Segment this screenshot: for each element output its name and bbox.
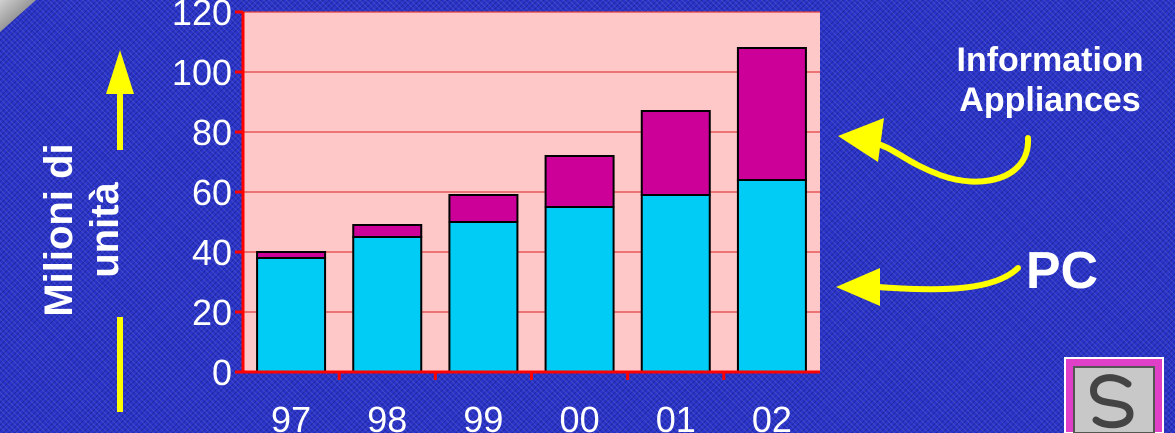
bar-pc-02	[736, 179, 807, 373]
y-axis-label-line-1: Milioni di	[37, 143, 81, 316]
axes	[235, 10, 820, 380]
y-tick-labels: 0 20 40 60 80 100 120	[172, 0, 232, 393]
legend-information-appliances: Information Appliances	[838, 41, 1144, 185]
legend-pc: PC	[836, 242, 1098, 306]
bar-information-appliances-01	[640, 110, 711, 196]
bar-information-appliances-00	[544, 155, 615, 208]
bar-information-appliances-98	[352, 224, 423, 238]
arrow-pc	[875, 265, 1021, 293]
y-tick-label: 120	[172, 0, 232, 33]
bar-pc-97	[256, 257, 327, 373]
y-tick-label: 100	[172, 52, 232, 93]
bar-information-appliances-97	[256, 251, 327, 259]
legend-label-appliances: Appliances	[959, 81, 1140, 119]
x-tick-label: 00	[560, 399, 600, 433]
bars	[256, 47, 807, 373]
y-tick-label: 0	[212, 352, 232, 393]
bar-pc-01	[640, 194, 711, 373]
bar-information-appliances-02	[736, 47, 807, 181]
x-tick-label: 99	[463, 399, 503, 433]
bar-information-appliances-99	[448, 194, 519, 223]
x-tick-label: 02	[752, 399, 792, 433]
corner-decoration	[0, 0, 36, 32]
bar-pc-00	[544, 206, 615, 373]
y-axis-arrow	[106, 50, 134, 412]
y-tick-label: 80	[192, 112, 232, 153]
arrow-information-appliances	[869, 135, 1032, 185]
y-tick-label: 60	[192, 172, 232, 213]
gridlines	[243, 11, 820, 313]
x-tick-labels: 97 98 99 00 01 02	[271, 399, 792, 433]
x-tick-label: 97	[271, 399, 311, 433]
arrowhead-information-appliances	[838, 118, 884, 162]
x-tick-label: 01	[656, 399, 696, 433]
y-tick-label: 20	[192, 292, 232, 333]
y-axis-label: Milioni di unità	[37, 143, 127, 316]
arrowhead-pc	[836, 268, 880, 306]
y-tick-label: 40	[192, 232, 232, 273]
y-axis-label-line-2: unità	[83, 181, 127, 277]
bar-pc-99	[448, 221, 519, 373]
legend-label-pc: PC	[1026, 242, 1098, 300]
bar-pc-98	[352, 236, 423, 373]
x-tick-label: 98	[367, 399, 407, 433]
s-logo-icon	[1064, 357, 1164, 433]
legend-label-information: Information	[957, 41, 1144, 79]
